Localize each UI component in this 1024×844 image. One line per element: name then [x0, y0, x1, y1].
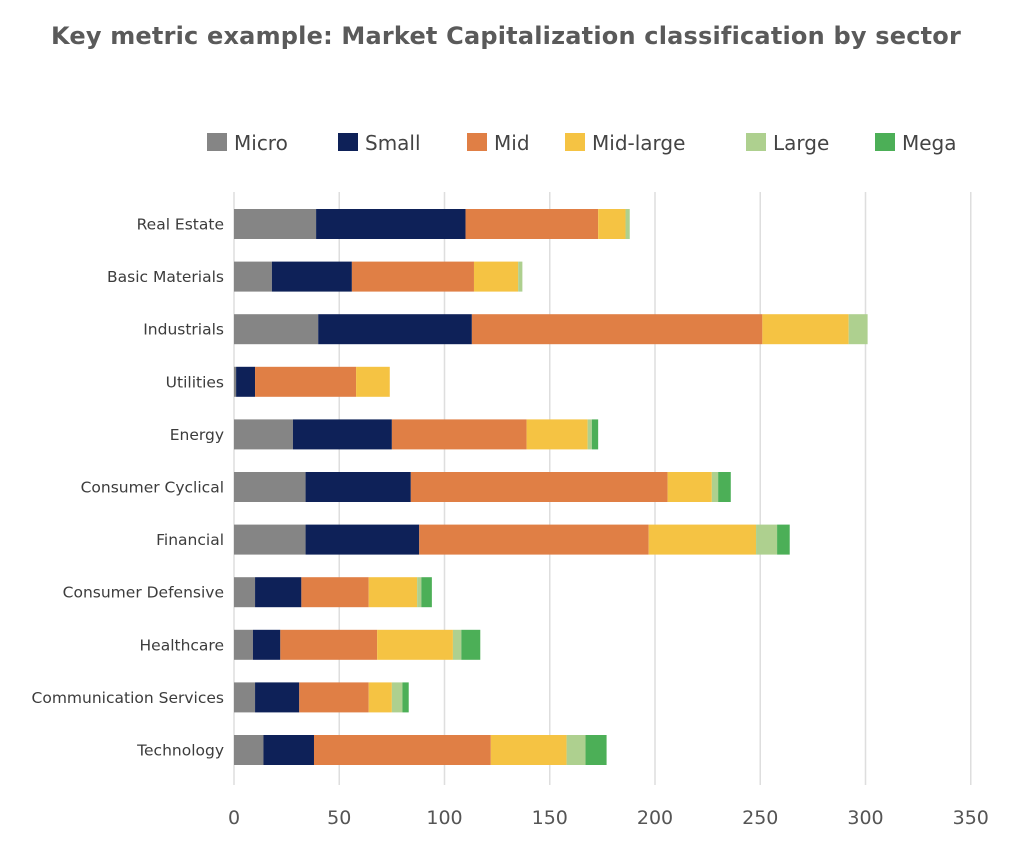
legend-label-mid-large: Mid-large [592, 131, 685, 155]
legend-label-mid: Mid [494, 131, 530, 155]
bar-communication-services-large [391, 682, 403, 713]
bar-industrials-large [848, 314, 868, 345]
bar-healthcare-small [252, 629, 281, 660]
category-label-financial: Financial [156, 531, 224, 549]
bar-utilities-mid [255, 366, 357, 397]
legend-swatch-large [746, 133, 766, 151]
bar-industrials-mid-large [762, 314, 849, 345]
bar-consumer-defensive-mid-large [368, 577, 418, 608]
bar-healthcare-mid-large [377, 629, 453, 660]
bar-consumer-cyclical-small [305, 472, 411, 502]
bar-energy-mega [591, 419, 599, 450]
bar-financial-large [756, 524, 778, 555]
x-tick-label-0: 0 [228, 807, 240, 829]
bar-industrials-small [318, 314, 472, 345]
bar-basic-materials-small [271, 261, 352, 292]
category-label-utilities: Utilities [166, 373, 224, 391]
bar-consumer-defensive-mid [301, 577, 369, 608]
category-label-basic-materials: Basic Materials [107, 268, 224, 286]
bar-consumer-cyclical-micro [234, 472, 306, 502]
category-label-healthcare: Healthcare [140, 636, 225, 654]
bar-real-estate-micro [234, 209, 317, 239]
bar-technology-mid [313, 735, 491, 765]
category-label-real-estate: Real Estate [137, 216, 224, 234]
bar-utilities-micro [234, 366, 237, 397]
bar-communication-services-mid [299, 682, 369, 713]
legend-swatch-mid [467, 133, 487, 151]
bar-technology-small [263, 735, 314, 765]
legend-swatch-mid-large [565, 133, 585, 151]
bar-communication-services-mid-large [368, 682, 392, 713]
x-tick-label-250: 250 [742, 807, 778, 829]
bar-technology-micro [234, 735, 264, 765]
category-label-industrials: Industrials [143, 321, 224, 339]
category-label-consumer-defensive: Consumer Defensive [63, 584, 224, 602]
bar-financial-mega [777, 524, 790, 555]
legend-label-small: Small [365, 131, 421, 155]
x-tick-label-300: 300 [847, 807, 883, 829]
bar-energy-mid-large [526, 419, 588, 450]
bar-energy-large [587, 419, 592, 450]
legend: Micro Small Mid Mid-large Large Mega [207, 131, 957, 155]
x-tick-label-100: 100 [426, 807, 462, 829]
legend-label-mega: Mega [902, 131, 957, 155]
bar-real-estate-small [316, 209, 466, 239]
bar-utilities-small [236, 366, 256, 397]
bar-communication-services-small [255, 682, 300, 713]
bar-technology-mega [585, 735, 607, 765]
x-tick-label-50: 50 [327, 807, 351, 829]
bar-communication-services-mega [402, 682, 409, 713]
category-label-technology: Technology [136, 742, 224, 760]
bar-energy-micro [234, 419, 293, 450]
legend-swatch-micro [207, 133, 227, 151]
category-labels: Real Estate Basic Materials Industrials Uti… [32, 216, 224, 760]
legend-label-micro: Micro [234, 131, 288, 155]
x-tick-label-150: 150 [532, 807, 568, 829]
bar-energy-mid [391, 419, 527, 450]
bar-financial-micro [234, 524, 306, 555]
legend-swatch-small [338, 133, 358, 151]
legend-swatch-mega [875, 133, 895, 151]
bar-real-estate-mid [465, 209, 599, 239]
chart-title: Key metric example: Market Capitalizatio… [50, 22, 962, 50]
bar-real-estate-mid-large [598, 209, 626, 239]
bar-utilities-mid-large [356, 366, 390, 397]
bar-consumer-defensive-small [255, 577, 302, 608]
bar-financial-mid-large [648, 524, 757, 555]
bar-industrials-mid [471, 314, 763, 345]
bar-technology-large [566, 735, 586, 765]
category-label-consumer-cyclical: Consumer Cyclical [81, 479, 224, 497]
bar-basic-materials-micro [234, 261, 272, 292]
category-label-communication-services: Communication Services [32, 689, 224, 707]
bar-healthcare-mid [280, 629, 378, 660]
legend-label-large: Large [773, 131, 829, 155]
bar-consumer-cyclical-mega [718, 472, 731, 502]
bar-industrials-micro [234, 314, 319, 345]
bar-real-estate-large [625, 209, 630, 239]
bar-basic-materials-large [518, 261, 523, 292]
bar-financial-mid [419, 524, 649, 555]
x-axis-ticks: 0 50 100 150 200 250 300 350 [228, 807, 989, 829]
bar-consumer-cyclical-mid [410, 472, 668, 502]
bar-consumer-defensive-micro [234, 577, 256, 608]
bar-energy-small [292, 419, 392, 450]
bar-communication-services-micro [234, 682, 256, 713]
bar-healthcare-micro [234, 629, 253, 660]
x-tick-label-200: 200 [637, 807, 673, 829]
bar-basic-materials-mid-large [473, 261, 519, 292]
bar-consumer-defensive-mega [421, 577, 432, 608]
bar-consumer-defensive-large [417, 577, 422, 608]
bar-technology-mid-large [490, 735, 567, 765]
bar-healthcare-large [452, 629, 462, 660]
x-tick-label-350: 350 [953, 807, 989, 829]
category-label-energy: Energy [170, 426, 224, 444]
bar-consumer-cyclical-mid-large [667, 472, 712, 502]
bar-consumer-cyclical-large [711, 472, 719, 502]
bar-healthcare-mega [461, 629, 481, 660]
bar-basic-materials-mid [351, 261, 474, 292]
bars-layer [234, 209, 868, 765]
bar-financial-small [305, 524, 420, 555]
